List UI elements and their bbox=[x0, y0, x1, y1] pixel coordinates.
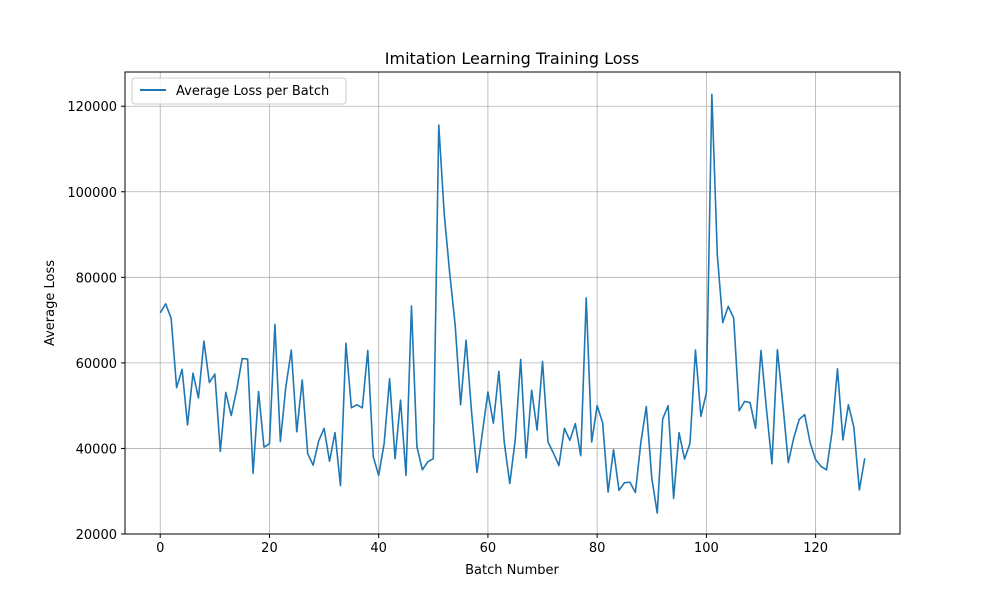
series-line-0 bbox=[159, 93, 866, 514]
y-axis-label: Average Loss bbox=[43, 260, 58, 346]
plot-frame bbox=[124, 71, 901, 535]
x-tick-label: 40 bbox=[370, 541, 387, 556]
ticks: 0 20 40 60 80 100 120 20000 40000 60000 80000 10000… bbox=[67, 100, 828, 556]
x-tick-label: 0 bbox=[156, 541, 164, 556]
x-tick-label: 100 bbox=[694, 541, 719, 556]
legend-label: Average Loss per Batch bbox=[176, 84, 329, 99]
chart-title: Imitation Learning Training Loss bbox=[385, 49, 639, 68]
x-axis-label: Batch Number bbox=[465, 563, 559, 578]
y-tick-label: 120000 bbox=[67, 100, 117, 115]
y-tick-label: 80000 bbox=[76, 271, 117, 286]
x-tick-label: 20 bbox=[261, 541, 278, 556]
legend: Average Loss per Batch bbox=[131, 77, 347, 105]
y-tick-label: 40000 bbox=[76, 442, 117, 457]
y-tick-label: 60000 bbox=[76, 357, 117, 372]
y-tick-label: 20000 bbox=[76, 528, 117, 543]
y-tick-label: 100000 bbox=[67, 186, 117, 201]
legend-box bbox=[131, 77, 347, 105]
x-tick-label: 80 bbox=[589, 541, 606, 556]
x-tick-label: 60 bbox=[480, 541, 497, 556]
series-layer bbox=[159, 93, 866, 514]
x-tick-label: 120 bbox=[803, 541, 828, 556]
